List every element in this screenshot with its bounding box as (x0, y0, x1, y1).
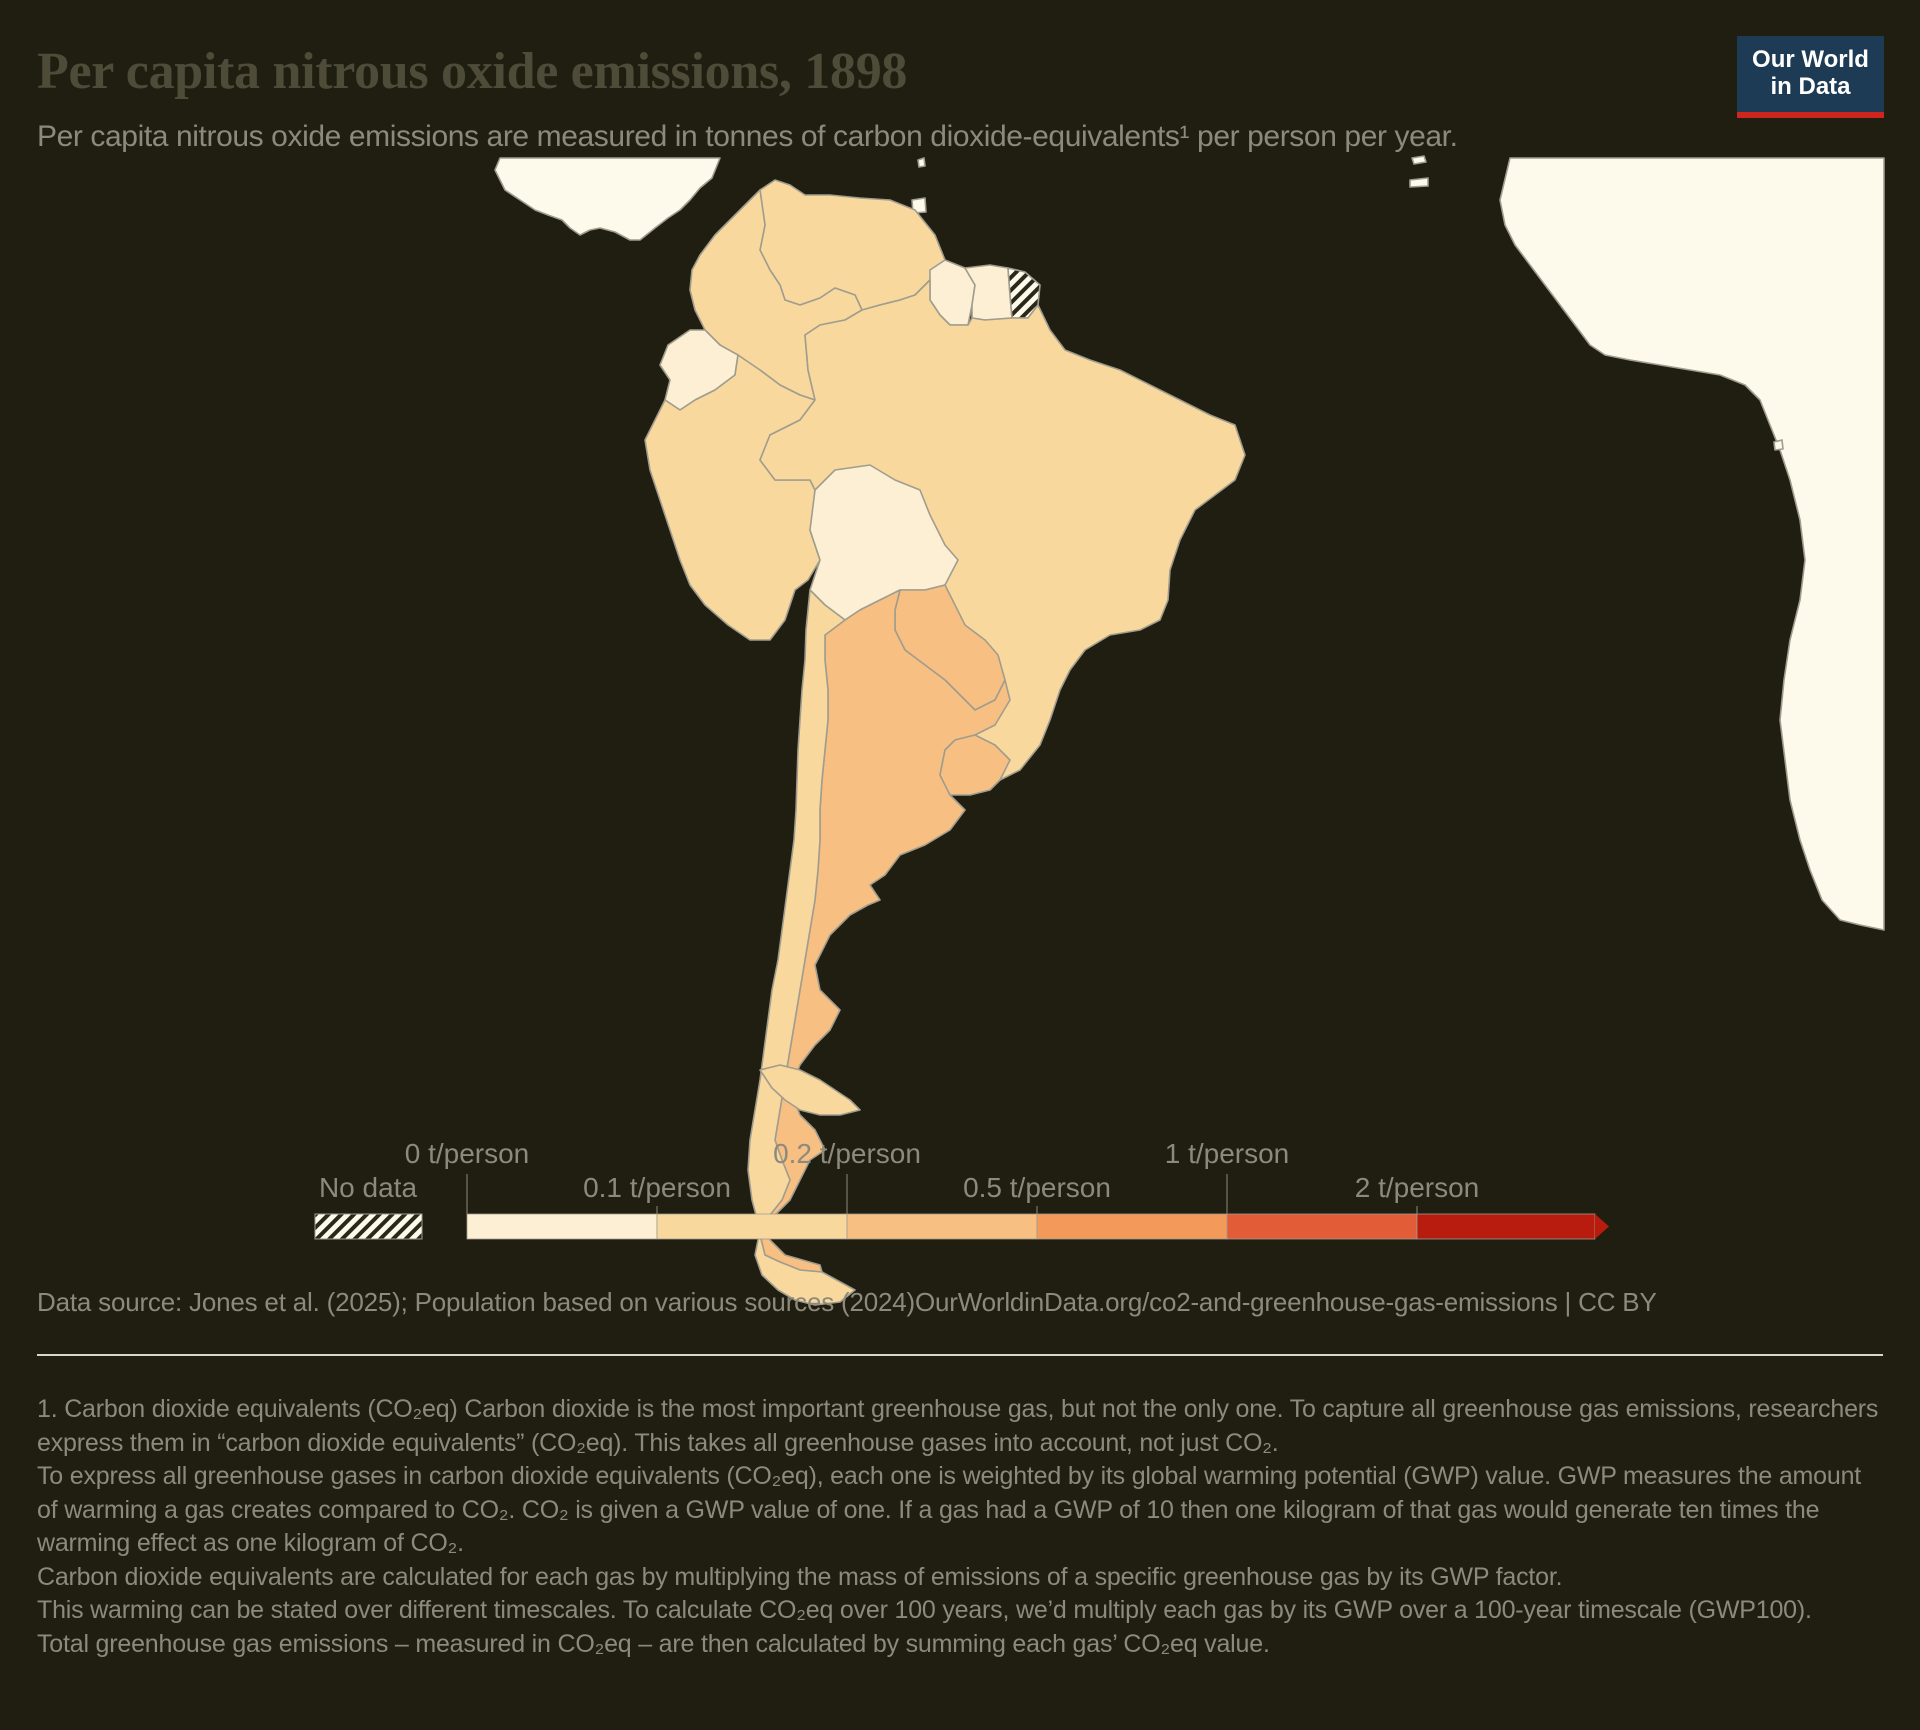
legend-bin[interactable] (466, 1213, 658, 1240)
country-uruguay[interactable] (939, 734, 1011, 796)
footnote-paragraph: To express all greenhouse gases in carbo… (37, 1462, 1862, 1557)
country-chile[interactable] (747, 589, 856, 1306)
caribbean-islands[interactable] (1411, 155, 1427, 165)
legend-bin[interactable] (1226, 1213, 1418, 1240)
legend-no-data-swatch (314, 1213, 423, 1240)
legend (314, 1174, 1609, 1240)
tierra-del-fuego[interactable] (759, 1064, 861, 1116)
legend-bin[interactable] (1036, 1213, 1228, 1240)
legend-bin[interactable] (1416, 1213, 1596, 1240)
source-text: Data source: Jones et al. (2025); Popula… (37, 1287, 915, 1317)
footnote-paragraph: Carbon dioxide equivalents are calculate… (37, 1562, 1563, 1591)
owid-logo[interactable]: Our World in Data (1737, 36, 1884, 118)
legend-label: 1 t/person (1164, 1138, 1290, 1169)
fjord-patch (760, 895, 774, 930)
logo-line-1: Our World (1752, 46, 1869, 73)
caribbean-islands[interactable] (1409, 177, 1429, 188)
legend-label: 0.2 t/person (773, 1138, 921, 1169)
legend-label: 0 t/person (404, 1138, 530, 1169)
legend-label: 0.1 t/person (583, 1172, 731, 1203)
central-america[interactable] (494, 157, 721, 241)
chart-title: Per capita nitrous oxide emissions, 1898 (37, 43, 908, 100)
legend-no-data-label: No data (318, 1172, 418, 1203)
africa[interactable] (1773, 439, 1784, 451)
source-url[interactable]: OurWorldinData.org/co2-and-greenhouse-ga… (915, 1287, 1657, 1317)
footer-divider (37, 1354, 1883, 1356)
legend-bin[interactable] (656, 1213, 848, 1240)
africa[interactable] (1499, 157, 1885, 931)
chart-subtitle: Per capita nitrous oxide emissions are m… (37, 120, 1458, 153)
data-source: Data source: Jones et al. (2025); Popula… (37, 1287, 1657, 1318)
legend-label: 0.5 t/person (963, 1172, 1111, 1203)
legend-arrow (1595, 1214, 1609, 1239)
legend-bin[interactable] (846, 1213, 1038, 1240)
footnote: 1. Carbon dioxide equivalents (CO₂eq) Ca… (37, 1393, 1887, 1661)
legend-label: 2 t/person (1354, 1172, 1480, 1203)
logo-line-2: in Data (1770, 73, 1851, 100)
footnote-paragraph: 1. Carbon dioxide equivalents (CO₂eq) Ca… (37, 1395, 1879, 1457)
caribbean-islands[interactable] (917, 157, 926, 168)
footnote-paragraph: This warming can be stated over differen… (37, 1596, 1812, 1624)
footnote-paragraph: Total greenhouse gas emissions – measure… (37, 1629, 1270, 1658)
